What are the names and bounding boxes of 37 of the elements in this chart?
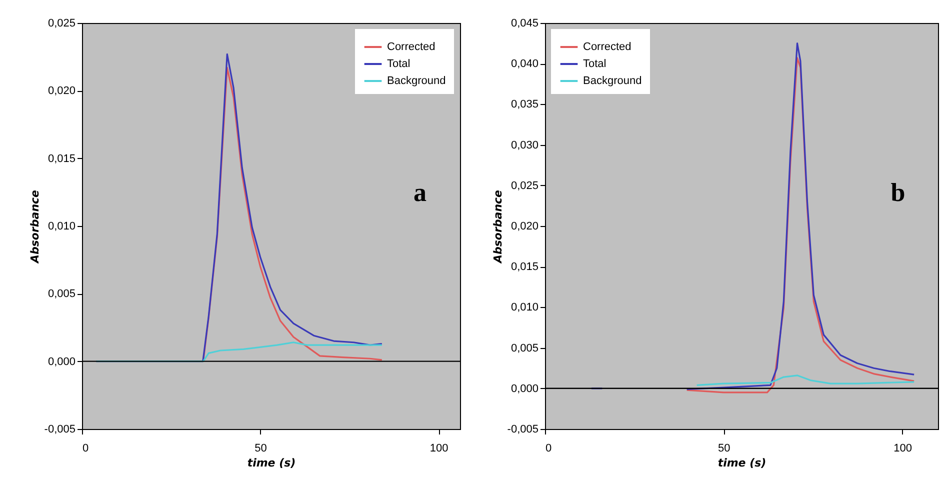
y-tick-label: 0,005 [48,288,76,300]
x-axis-title: time (s) [718,456,766,470]
x-tick-label: 100 [430,442,448,454]
x-axis-title: time (s) [247,456,296,470]
y-tick-label: 0,030 [510,139,538,152]
x-tick-label: 0 [546,442,552,454]
y-tick-label: 0,020 [48,85,76,98]
legend-label: Corrected [583,41,632,53]
legend-label: Corrected [387,41,436,53]
y-tick-label: 0,015 [510,261,538,274]
y-axis-title: Absorbance [28,189,42,264]
x-tick-label: 100 [894,442,912,454]
legend-label: Total [387,58,410,70]
y-tick-label: 0,000 [48,356,76,368]
x-tick-label: 50 [254,442,267,454]
y-tick-label: 0,035 [510,98,538,111]
x-tick-label: 50 [718,442,730,454]
y-tick-label: 0,000 [510,382,538,395]
legend-label: Background [387,75,446,87]
y-tick-label: 0,005 [510,342,538,354]
y-tick-label: 0,010 [510,302,538,314]
y-tick-label: 0,020 [510,220,538,232]
y-tick-label: 0,025 [510,180,538,192]
x-tick-label: 0 [82,442,89,454]
y-tick-label: -0,005 [507,424,538,436]
y-tick-label: 0,040 [510,58,538,70]
annotation: a [414,178,426,207]
y-tick-label: -0,005 [44,424,76,436]
y-axis-title: Absorbance [491,189,504,264]
annotation: b [890,178,906,207]
y-tick-label: 0,045 [510,18,538,30]
legend-label: Background [583,75,642,87]
y-tick-label: 0,025 [48,18,76,30]
y-tick-label: 0,010 [48,220,76,232]
legend-label: Total [583,58,606,70]
line-series [696,374,915,386]
y-tick-label: 0,015 [48,152,76,165]
